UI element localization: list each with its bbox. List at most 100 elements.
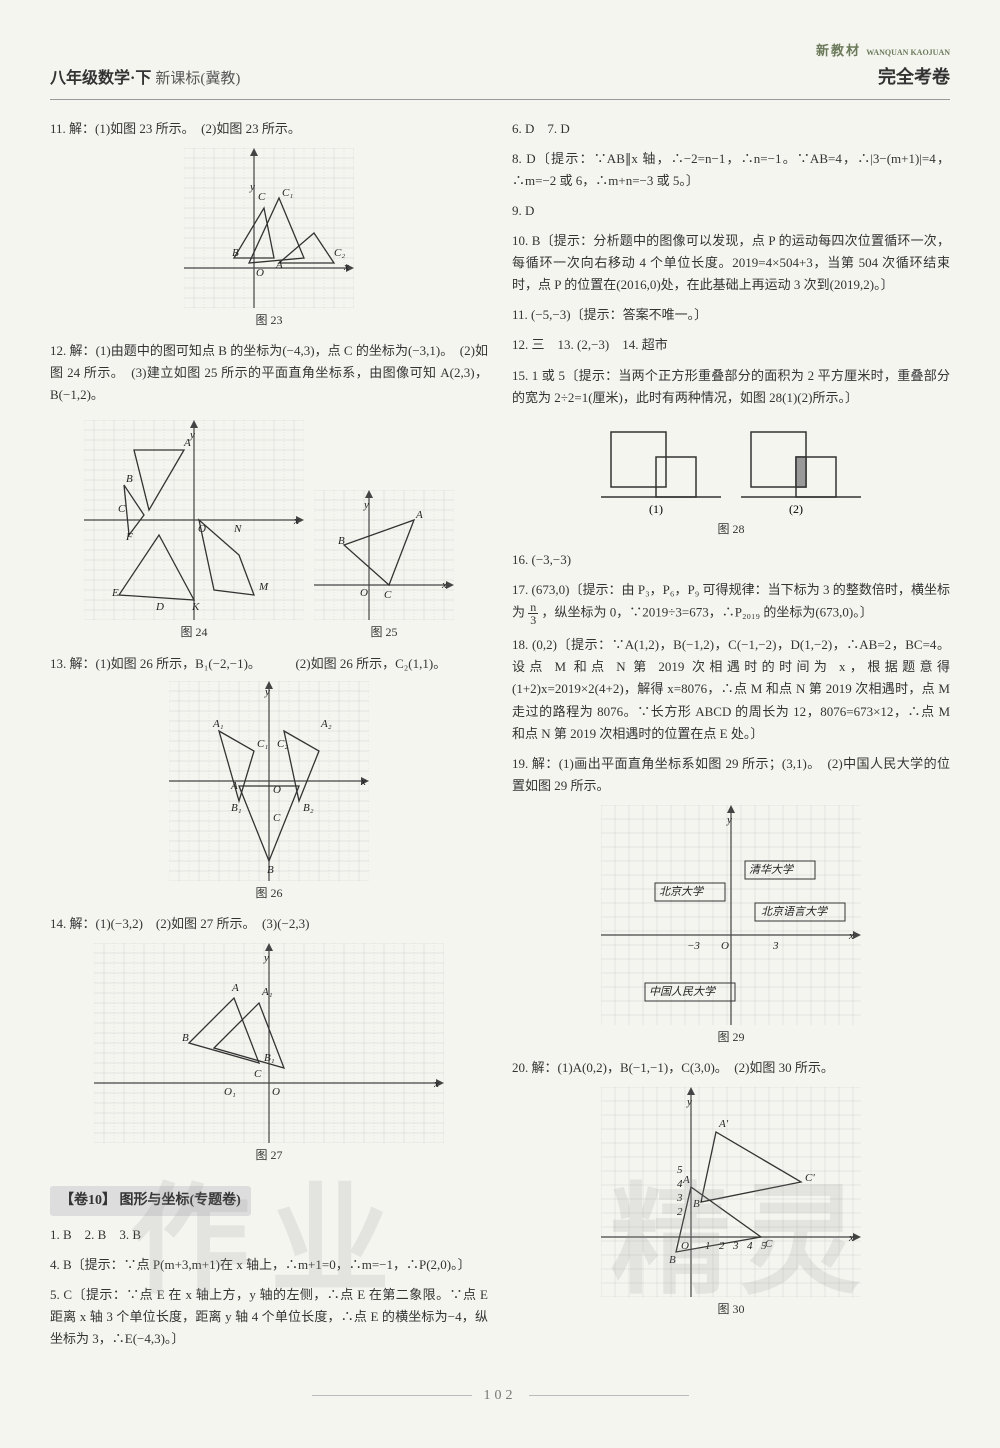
figure-30: ABCA'B'C'O123452345xy 图 30 — [512, 1087, 950, 1319]
svg-text:A₁: A₁ — [261, 986, 273, 998]
svg-text:3: 3 — [676, 1192, 683, 1204]
svg-text:C₁: C₁ — [257, 738, 268, 750]
svg-text:B': B' — [693, 1198, 703, 1210]
q12-text: 12. 解：(1)由题中的图可知点 B 的坐标为(−4,3)，点 C 的坐标为(… — [50, 340, 488, 406]
q5-text: 5. C〔提示：∵点 E 在 x 轴上方，y 轴的左侧，∴点 E 在第二象限。∵… — [50, 1284, 488, 1350]
svg-text:C: C — [118, 503, 126, 515]
figure-24: ABCFONMEDKxy 图 24 — [84, 420, 304, 642]
q14-text: 14. 解：(1)(−3,2) (2)如图 27 所示。 (3)(−2,3) — [50, 913, 488, 935]
figure-24-svg: ABCFONMEDKxy — [84, 420, 304, 620]
q13-text-a: 13. 解：(1)如图 26 所示，B₁(−2,−1)。 (2)如图 26 所示… — [50, 653, 488, 675]
svg-text:O: O — [198, 523, 206, 535]
figure-29-svg: 清华大学北京大学北京语言大学中国人民大学O−33xy — [601, 805, 861, 1025]
svg-text:y: y — [249, 181, 255, 193]
svg-text:y: y — [263, 952, 269, 964]
svg-text:1: 1 — [705, 1240, 711, 1252]
svg-text:O₁: O₁ — [224, 1086, 236, 1098]
svg-text:B: B — [182, 1032, 189, 1044]
svg-text:B: B — [267, 864, 274, 876]
svg-text:A₂: A₂ — [320, 718, 332, 730]
page-header: 八年级数学·下 新课标(冀教) 新教材 WANQUAN KAOJUAN 完全考卷 — [50, 40, 950, 100]
svg-text:B: B — [338, 535, 345, 547]
figure-25: ABCOxy 图 25 — [314, 490, 454, 642]
figure-30-svg: ABCA'B'C'O123452345xy — [601, 1087, 861, 1297]
figure-28: (1) (2) 图 28 — [512, 417, 950, 539]
svg-text:F: F — [125, 531, 133, 543]
figure-26: A₁C₁B₁A₂C₂B₂ACBOxy 图 26 — [50, 681, 488, 903]
q11-right: 11. (−5,−3)〔提示：答案不唯一。〕 — [512, 304, 950, 326]
q17-part-b: ，纵坐标为 0，∵2019÷3=673，∴P₂₀₁₉ 的坐标为(673,0)。〕 — [542, 605, 873, 620]
svg-text:B: B — [126, 473, 133, 485]
header-left: 八年级数学·下 新课标(冀教) — [50, 65, 240, 93]
q13-part-a: 13. 解：(1)如图 26 所示，B₁(−2,−1)。 — [50, 656, 261, 671]
svg-text:C: C — [384, 589, 392, 601]
figure-27-caption: 图 27 — [50, 1145, 488, 1165]
q11-text: 11. 解：(1)如图 23 所示。 (2)如图 23 所示。 — [50, 118, 488, 140]
figure-25-svg: ABCOxy — [314, 490, 454, 620]
svg-text:B₂: B₂ — [303, 802, 314, 814]
svg-text:x: x — [360, 776, 366, 788]
svg-text:−3: −3 — [687, 940, 700, 952]
q17-text: 17. (673,0)〔提示：由 P₃，P₆，P₉ 可得规律：当下标为 3 的整… — [512, 579, 950, 626]
header-right: 新教材 WANQUAN KAOJUAN 完全考卷 — [816, 40, 950, 93]
svg-text:y: y — [189, 429, 195, 441]
svg-text:y: y — [686, 1096, 692, 1108]
svg-text:y: y — [264, 686, 270, 698]
q19-text: 19. 解：(1)画出平面直角坐标系如图 29 所示；(3,1)。 (2)中国人… — [512, 753, 950, 797]
curriculum-subtitle: 新课标(冀教) — [155, 71, 240, 87]
svg-text:A: A — [231, 982, 239, 994]
svg-text:A₁: A₁ — [212, 718, 224, 730]
figure-26-svg: A₁C₁B₁A₂C₂B₂ACBOxy — [169, 681, 369, 881]
q10-text: 10. B〔提示：分析题中的图像可以发现，点 P 的运动每四次位置循环一次，每循… — [512, 230, 950, 296]
svg-text:x: x — [343, 261, 349, 273]
frac-denominator: 3 — [528, 614, 538, 626]
svg-text:北京大学: 北京大学 — [659, 885, 705, 898]
svg-text:C: C — [273, 812, 281, 824]
svg-text:y: y — [363, 499, 369, 511]
answer-9: 9. D — [512, 200, 950, 222]
svg-text:清华大学: 清华大学 — [749, 863, 795, 876]
svg-text:4: 4 — [747, 1240, 753, 1252]
svg-text:O: O — [272, 1086, 280, 1098]
svg-text:x: x — [293, 515, 299, 527]
svg-text:C': C' — [805, 1172, 815, 1184]
svg-text:5: 5 — [761, 1240, 767, 1252]
figure-26-caption: 图 26 — [50, 883, 488, 903]
svg-text:O: O — [721, 940, 729, 952]
svg-text:B₁: B₁ — [231, 802, 242, 814]
svg-text:x: x — [441, 579, 447, 591]
section-header: 【卷10】 图形与坐标(专题卷) — [50, 1186, 251, 1216]
figure-30-caption: 图 30 — [512, 1299, 950, 1319]
svg-text:C: C — [258, 191, 266, 203]
svg-text:x: x — [433, 1078, 439, 1090]
figure-28-svg: (1) (2) — [591, 417, 871, 517]
svg-text:3: 3 — [772, 940, 779, 952]
answers-6-7: 6. D 7. D — [512, 118, 950, 140]
figure-23-svg: BCAC₁C₂Oxy — [184, 148, 354, 308]
svg-text:B₁: B₁ — [264, 1052, 275, 1064]
svg-text:O: O — [256, 267, 264, 279]
svg-text:3: 3 — [732, 1240, 739, 1252]
svg-text:C₁: C₁ — [282, 187, 293, 199]
svg-text:C: C — [254, 1068, 262, 1080]
figure-27-svg: A A₁ B B₁C O₁ Ox y — [94, 943, 444, 1143]
answers-12-14: 12. 三 13. (2,−3) 14. 超市 — [512, 334, 950, 356]
svg-text:B: B — [669, 1254, 676, 1266]
brand-top: 新教材 — [816, 43, 861, 58]
svg-text:D: D — [155, 601, 164, 613]
q18-text: 18. (0,2)〔提示：∵A(1,2)，B(−1,2)，C(−1,−2)，D(… — [512, 634, 950, 744]
figure-28-caption: 图 28 — [512, 519, 950, 539]
figure-29: 清华大学北京大学北京语言大学中国人民大学O−33xy 图 29 — [512, 805, 950, 1047]
svg-text:x: x — [848, 1232, 854, 1244]
figure-29-caption: 图 29 — [512, 1027, 950, 1047]
svg-text:O: O — [681, 1240, 689, 1252]
q13-part-b: (2)如图 26 所示，C₂(1,1)。 — [295, 656, 446, 671]
fraction-icon: n 3 — [528, 601, 538, 626]
svg-text:A': A' — [718, 1118, 729, 1130]
svg-text:C₂: C₂ — [334, 247, 345, 259]
svg-text:B: B — [232, 247, 239, 259]
svg-text:O: O — [360, 587, 368, 599]
answers-1-3: 1. B 2. B 3. B — [50, 1224, 488, 1246]
fig28-sub1: (1) — [649, 502, 663, 516]
svg-text:E: E — [111, 587, 119, 599]
